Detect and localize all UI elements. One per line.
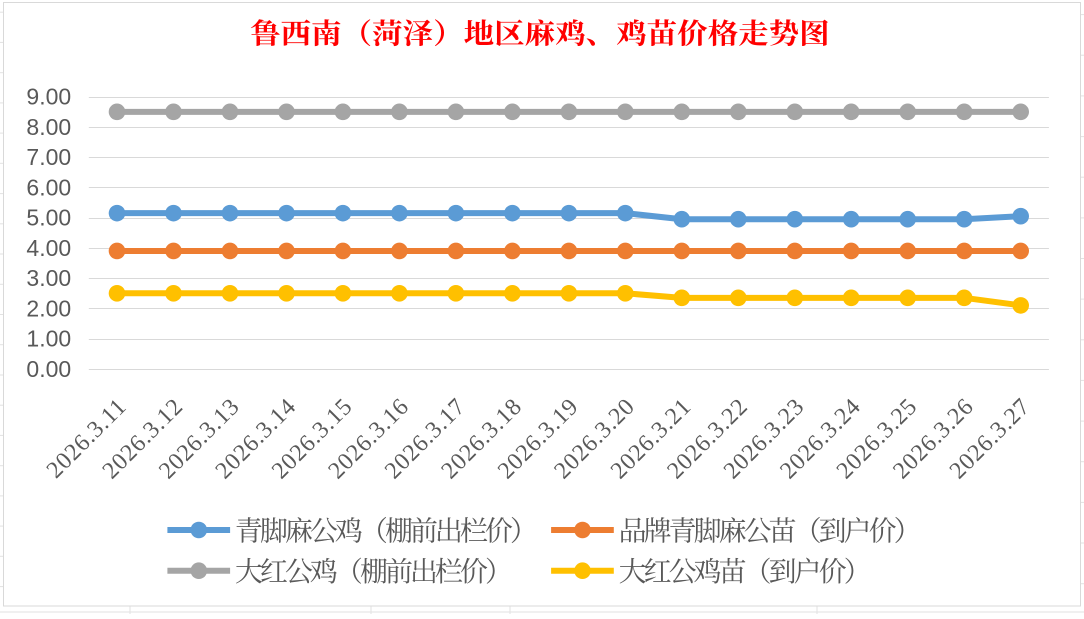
svg-text:2.00: 2.00 [26, 295, 71, 321]
svg-text:5.00: 5.00 [26, 205, 71, 231]
svg-text:9.00: 9.00 [26, 84, 71, 110]
svg-text:0.00: 0.00 [26, 356, 71, 382]
svg-text:4.00: 4.00 [26, 235, 71, 261]
svg-text:8.00: 8.00 [26, 114, 71, 140]
svg-text:7.00: 7.00 [26, 144, 71, 170]
svg-text:6.00: 6.00 [26, 174, 71, 200]
svg-text:3.00: 3.00 [26, 265, 71, 291]
svg-text:1.00: 1.00 [26, 326, 71, 352]
